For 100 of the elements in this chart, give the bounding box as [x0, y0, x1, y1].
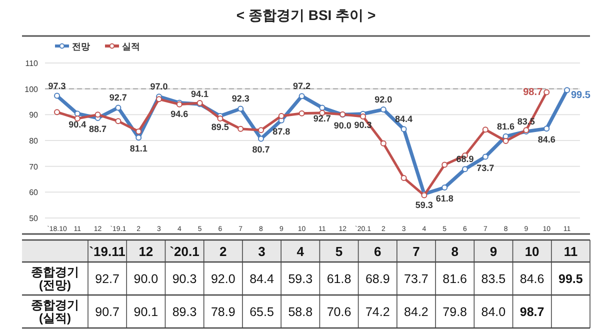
point	[482, 126, 488, 133]
y-tick-label: 80	[29, 136, 39, 146]
point	[544, 89, 550, 96]
data-label: 92.0	[374, 94, 392, 104]
text: 79.8	[442, 305, 468, 319]
data-label: 84.6	[538, 134, 556, 145]
text: 98.7	[520, 305, 544, 319]
y-tick-label: 60	[29, 188, 39, 198]
point	[136, 128, 142, 134]
point	[298, 93, 305, 100]
data-label: 81.6	[497, 121, 515, 132]
text: 11	[564, 244, 578, 259]
text: 68.9	[365, 272, 390, 286]
text: 12	[138, 244, 154, 259]
data-label: 84.4	[395, 114, 413, 124]
text: 84.6	[520, 272, 544, 286]
text: 99.5	[558, 272, 583, 286]
point	[462, 166, 468, 172]
text: 59.3	[288, 272, 313, 286]
text: 70.6	[326, 305, 352, 319]
text: 8	[451, 244, 458, 259]
point	[380, 140, 386, 146]
data-label: 97.3	[48, 80, 66, 91]
point	[238, 126, 244, 132]
point	[442, 162, 448, 168]
point	[502, 138, 509, 144]
point	[544, 126, 550, 132]
text: 3	[258, 244, 266, 259]
point	[115, 118, 122, 124]
text: 84.2	[404, 305, 428, 319]
data-label: 90.4	[68, 120, 86, 130]
data-label: 99.5	[571, 90, 591, 102]
point	[94, 112, 101, 118]
legend-label: 실적	[122, 42, 140, 52]
point	[238, 106, 244, 112]
text: 종합경기 (전망)	[31, 265, 79, 292]
point	[298, 110, 305, 116]
text: 90.3	[172, 272, 197, 286]
text: 92.0	[210, 272, 236, 286]
point	[156, 96, 162, 102]
chart-title: < 종합경기 BSI 추이 >	[236, 7, 376, 23]
text: 61.8	[326, 272, 352, 286]
data-label: 97.0	[150, 82, 168, 92]
text: 58.8	[288, 305, 313, 319]
text: 90.0	[134, 272, 158, 286]
data-label: 81.1	[130, 144, 148, 154]
text: 90.7	[95, 305, 120, 319]
text: 83.5	[481, 272, 506, 286]
text: 81.6	[442, 272, 468, 286]
data-label: 59.3	[415, 200, 433, 210]
point	[400, 126, 407, 132]
data-label: 92.3	[232, 94, 250, 104]
text: 종합경기 (실적)	[31, 298, 79, 325]
point	[380, 106, 386, 112]
text: 89.3	[172, 305, 197, 319]
data-label: 90.0	[334, 120, 352, 131]
y-tick-label: 70	[29, 162, 39, 172]
data-label: 89.5	[211, 122, 229, 132]
text: 7	[412, 244, 420, 259]
y-tick-label: 90	[29, 110, 39, 120]
legend-label: 전망	[72, 42, 90, 52]
point	[258, 127, 264, 134]
text: 84.4	[250, 272, 274, 286]
data-label: 80.7	[252, 144, 270, 155]
data-label: 92.7	[313, 114, 331, 124]
point	[217, 116, 224, 122]
point	[400, 174, 407, 181]
point	[442, 184, 448, 191]
text: `19.11	[89, 244, 126, 259]
point	[278, 112, 284, 119]
point	[564, 87, 570, 94]
point	[319, 104, 326, 111]
data-label: 92.7	[109, 92, 127, 103]
text: 73.7	[404, 272, 428, 286]
data-label: 97.2	[293, 81, 311, 92]
text: 2	[220, 244, 227, 259]
text: 84.0	[481, 305, 506, 319]
point	[54, 92, 60, 99]
text: 90.1	[134, 305, 158, 319]
text: 74.2	[365, 305, 390, 319]
data-label: 73.7	[476, 162, 494, 173]
point	[115, 104, 122, 111]
y-tick-label: 110	[25, 59, 39, 68]
data-label: 94.1	[191, 89, 209, 100]
data-label: 61.8	[436, 194, 454, 204]
text: 92.7	[95, 272, 120, 286]
point	[482, 154, 488, 160]
text: 4	[296, 244, 305, 259]
text: 65.5	[250, 305, 274, 319]
y-tick-label: 50	[29, 214, 39, 223]
data-label: 88.7	[89, 124, 107, 134]
point	[258, 136, 264, 142]
text: 5	[335, 244, 343, 259]
point	[54, 109, 60, 116]
data-label: 94.6	[170, 108, 188, 119]
text: 6	[374, 244, 382, 259]
text: `20.1	[170, 244, 200, 259]
data-label: 98.7	[523, 87, 544, 98]
y-tick-label: 100	[24, 84, 39, 94]
text: 10	[524, 244, 540, 259]
